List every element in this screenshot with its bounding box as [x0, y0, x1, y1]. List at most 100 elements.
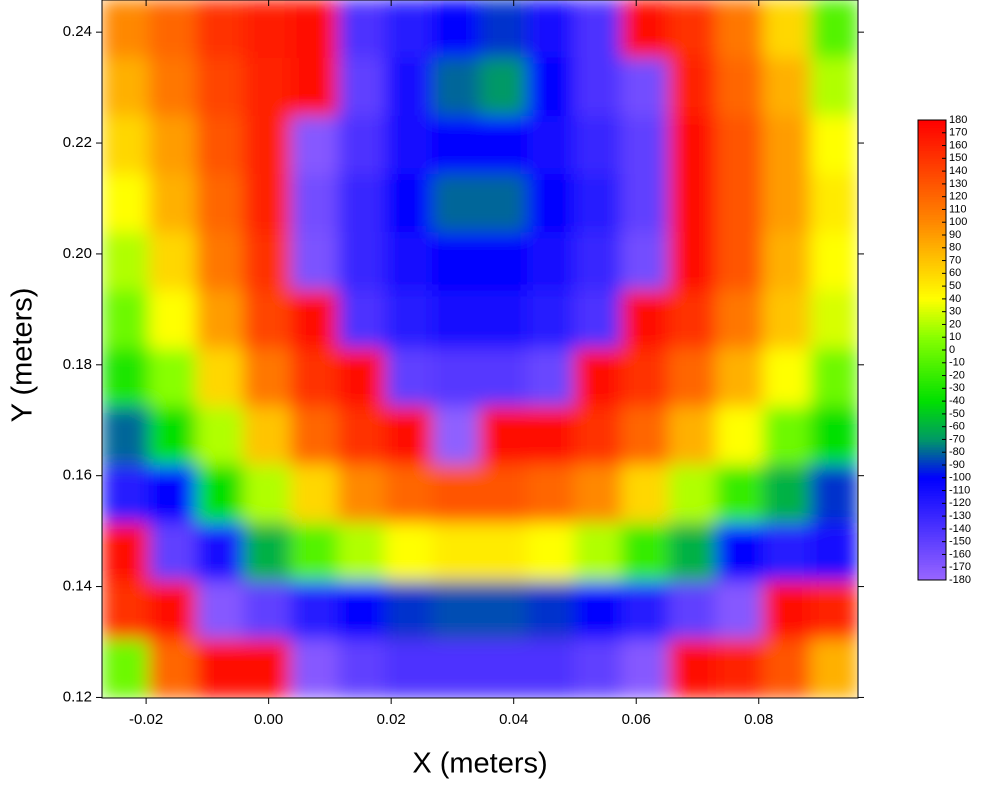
colorbar-slice: [918, 487, 946, 491]
heatmap-cell: [337, 57, 386, 117]
heatmap-cell: [763, 639, 812, 698]
heatmap-cell: [290, 464, 339, 524]
heatmap-cell: [290, 115, 339, 175]
colorbar-tick-label: 80: [949, 242, 961, 254]
colorbar-slice: [918, 382, 946, 387]
colorbar-slice: [918, 158, 946, 162]
colorbar-slice: [918, 344, 946, 348]
y-tick-label: 0.14: [63, 578, 92, 595]
heatmap-cell: [196, 639, 245, 698]
heatmap-cell: [621, 464, 670, 524]
colorbar-slice: [918, 290, 946, 295]
heatmap-cell: [102, 464, 150, 524]
colorbar-tick-label: -60: [949, 421, 965, 433]
heatmap-cell: [574, 464, 623, 524]
heatmap-cell: [479, 57, 528, 117]
colorbar-slice: [918, 510, 946, 514]
colorbar-slice: [918, 518, 946, 522]
heatmap-cell: [337, 523, 386, 583]
heatmap-cell: [243, 174, 292, 234]
heatmap-cell: [668, 232, 717, 292]
heatmap-cell: [668, 0, 717, 59]
heatmap-cell: [715, 348, 764, 408]
heatmap: [102, 0, 858, 698]
colorbar-tick-label: -30: [949, 382, 965, 394]
colorbar-slice: [918, 283, 946, 287]
colorbar-tick-label: 150: [949, 152, 967, 164]
heatmap-cell: [148, 348, 197, 408]
heatmap-cell: [290, 232, 339, 292]
heatmap-cell: [243, 348, 292, 408]
colorbar-slice: [918, 564, 946, 568]
heatmap-cell: [148, 57, 197, 117]
y-tick-label: 0.12: [63, 688, 92, 705]
heatmap-cell: [337, 174, 386, 234]
colorbar-slice: [918, 372, 946, 376]
heatmap-cell: [196, 348, 245, 408]
colorbar-slice: [918, 293, 946, 297]
heatmap-cell: [526, 348, 575, 408]
heatmap-cell: [810, 174, 858, 234]
colorbar-slice: [918, 257, 946, 261]
heatmap-cell: [148, 406, 197, 466]
colorbar-slice: [918, 234, 946, 238]
colorbar-slice: [918, 577, 946, 581]
heatmap-cell: [290, 639, 339, 698]
colorbar-slice: [918, 306, 946, 310]
heatmap-cell: [479, 406, 528, 466]
heatmap-cell: [196, 406, 245, 466]
colorbar-slice: [918, 446, 946, 450]
heatmap-cell: [148, 0, 197, 59]
heatmap-cell: [102, 406, 150, 466]
heatmap-cell: [668, 639, 717, 698]
heatmap-cell: [243, 290, 292, 350]
colorbar-slice: [918, 457, 946, 461]
colorbar-slice: [918, 561, 946, 565]
heatmap-cell: [526, 464, 575, 524]
heatmap-cell: [479, 523, 528, 583]
colorbar-tick-label: 160: [949, 139, 967, 151]
heatmap-cell: [526, 57, 575, 117]
heatmap-cell: [574, 57, 623, 117]
heatmap-cell: [715, 464, 764, 524]
colorbar-tick-label: -180: [949, 574, 971, 586]
heatmap-cell: [810, 581, 858, 641]
colorbar-tick-label: 100: [949, 216, 967, 228]
colorbar-slice: [918, 533, 946, 537]
colorbar-slice: [918, 528, 946, 532]
x-tick-label: 0.06: [622, 711, 651, 728]
colorbar-slice: [918, 416, 946, 420]
heatmap-cell: [479, 290, 528, 350]
colorbar-slice: [918, 155, 946, 159]
colorbar-tick-label: 70: [949, 254, 961, 266]
x-axis-title: X (meters): [412, 748, 547, 780]
heatmap-cell: [148, 290, 197, 350]
colorbar-slice: [918, 137, 946, 141]
colorbar-slice: [918, 119, 946, 123]
colorbar-slice: [918, 352, 946, 356]
colorbar-slice: [918, 390, 946, 394]
heatmap-cell: [763, 581, 812, 641]
heatmap-cell: [243, 523, 292, 583]
heatmap-cell: [148, 464, 197, 524]
colorbar-slice: [918, 431, 946, 435]
heatmap-cell: [574, 639, 623, 698]
heatmap-cell: [621, 406, 670, 466]
colorbar-slice: [918, 132, 946, 136]
colorbar-slice: [918, 232, 946, 236]
colorbar-slice: [918, 247, 946, 251]
colorbar-tick-label: -80: [949, 446, 965, 458]
heatmap-cell: [290, 348, 339, 408]
colorbar-slice: [918, 513, 946, 517]
colorbar-tick-label: -10: [949, 357, 965, 369]
heatmap-cell: [526, 406, 575, 466]
colorbar-tick-label: -170: [949, 561, 971, 573]
colorbar-slice: [918, 474, 946, 479]
colorbar-tick-label: -90: [949, 459, 965, 471]
heatmap-cell: [432, 57, 481, 117]
heatmap-cell: [526, 581, 575, 641]
colorbar-slice: [918, 469, 946, 473]
heatmap-cell: [102, 115, 150, 175]
colorbar-slice: [918, 175, 946, 180]
colorbar-tick-label: 110: [949, 203, 967, 215]
